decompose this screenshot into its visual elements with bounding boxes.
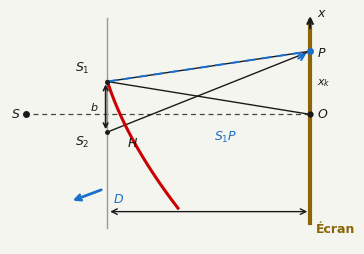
Text: $S$: $S$ bbox=[11, 108, 20, 121]
Text: $S_1P$: $S_1P$ bbox=[214, 130, 237, 145]
Text: $H$: $H$ bbox=[127, 137, 138, 150]
Text: $O$: $O$ bbox=[317, 108, 329, 121]
Text: Écran: Écran bbox=[316, 223, 355, 236]
Text: $S_1$: $S_1$ bbox=[75, 61, 90, 76]
Text: $x_k$: $x_k$ bbox=[317, 77, 331, 89]
Text: $P$: $P$ bbox=[317, 47, 327, 60]
Text: $b$: $b$ bbox=[90, 101, 99, 113]
Text: $D$: $D$ bbox=[113, 193, 124, 206]
Text: $x$: $x$ bbox=[317, 7, 327, 20]
Text: $S_2$: $S_2$ bbox=[75, 135, 90, 150]
